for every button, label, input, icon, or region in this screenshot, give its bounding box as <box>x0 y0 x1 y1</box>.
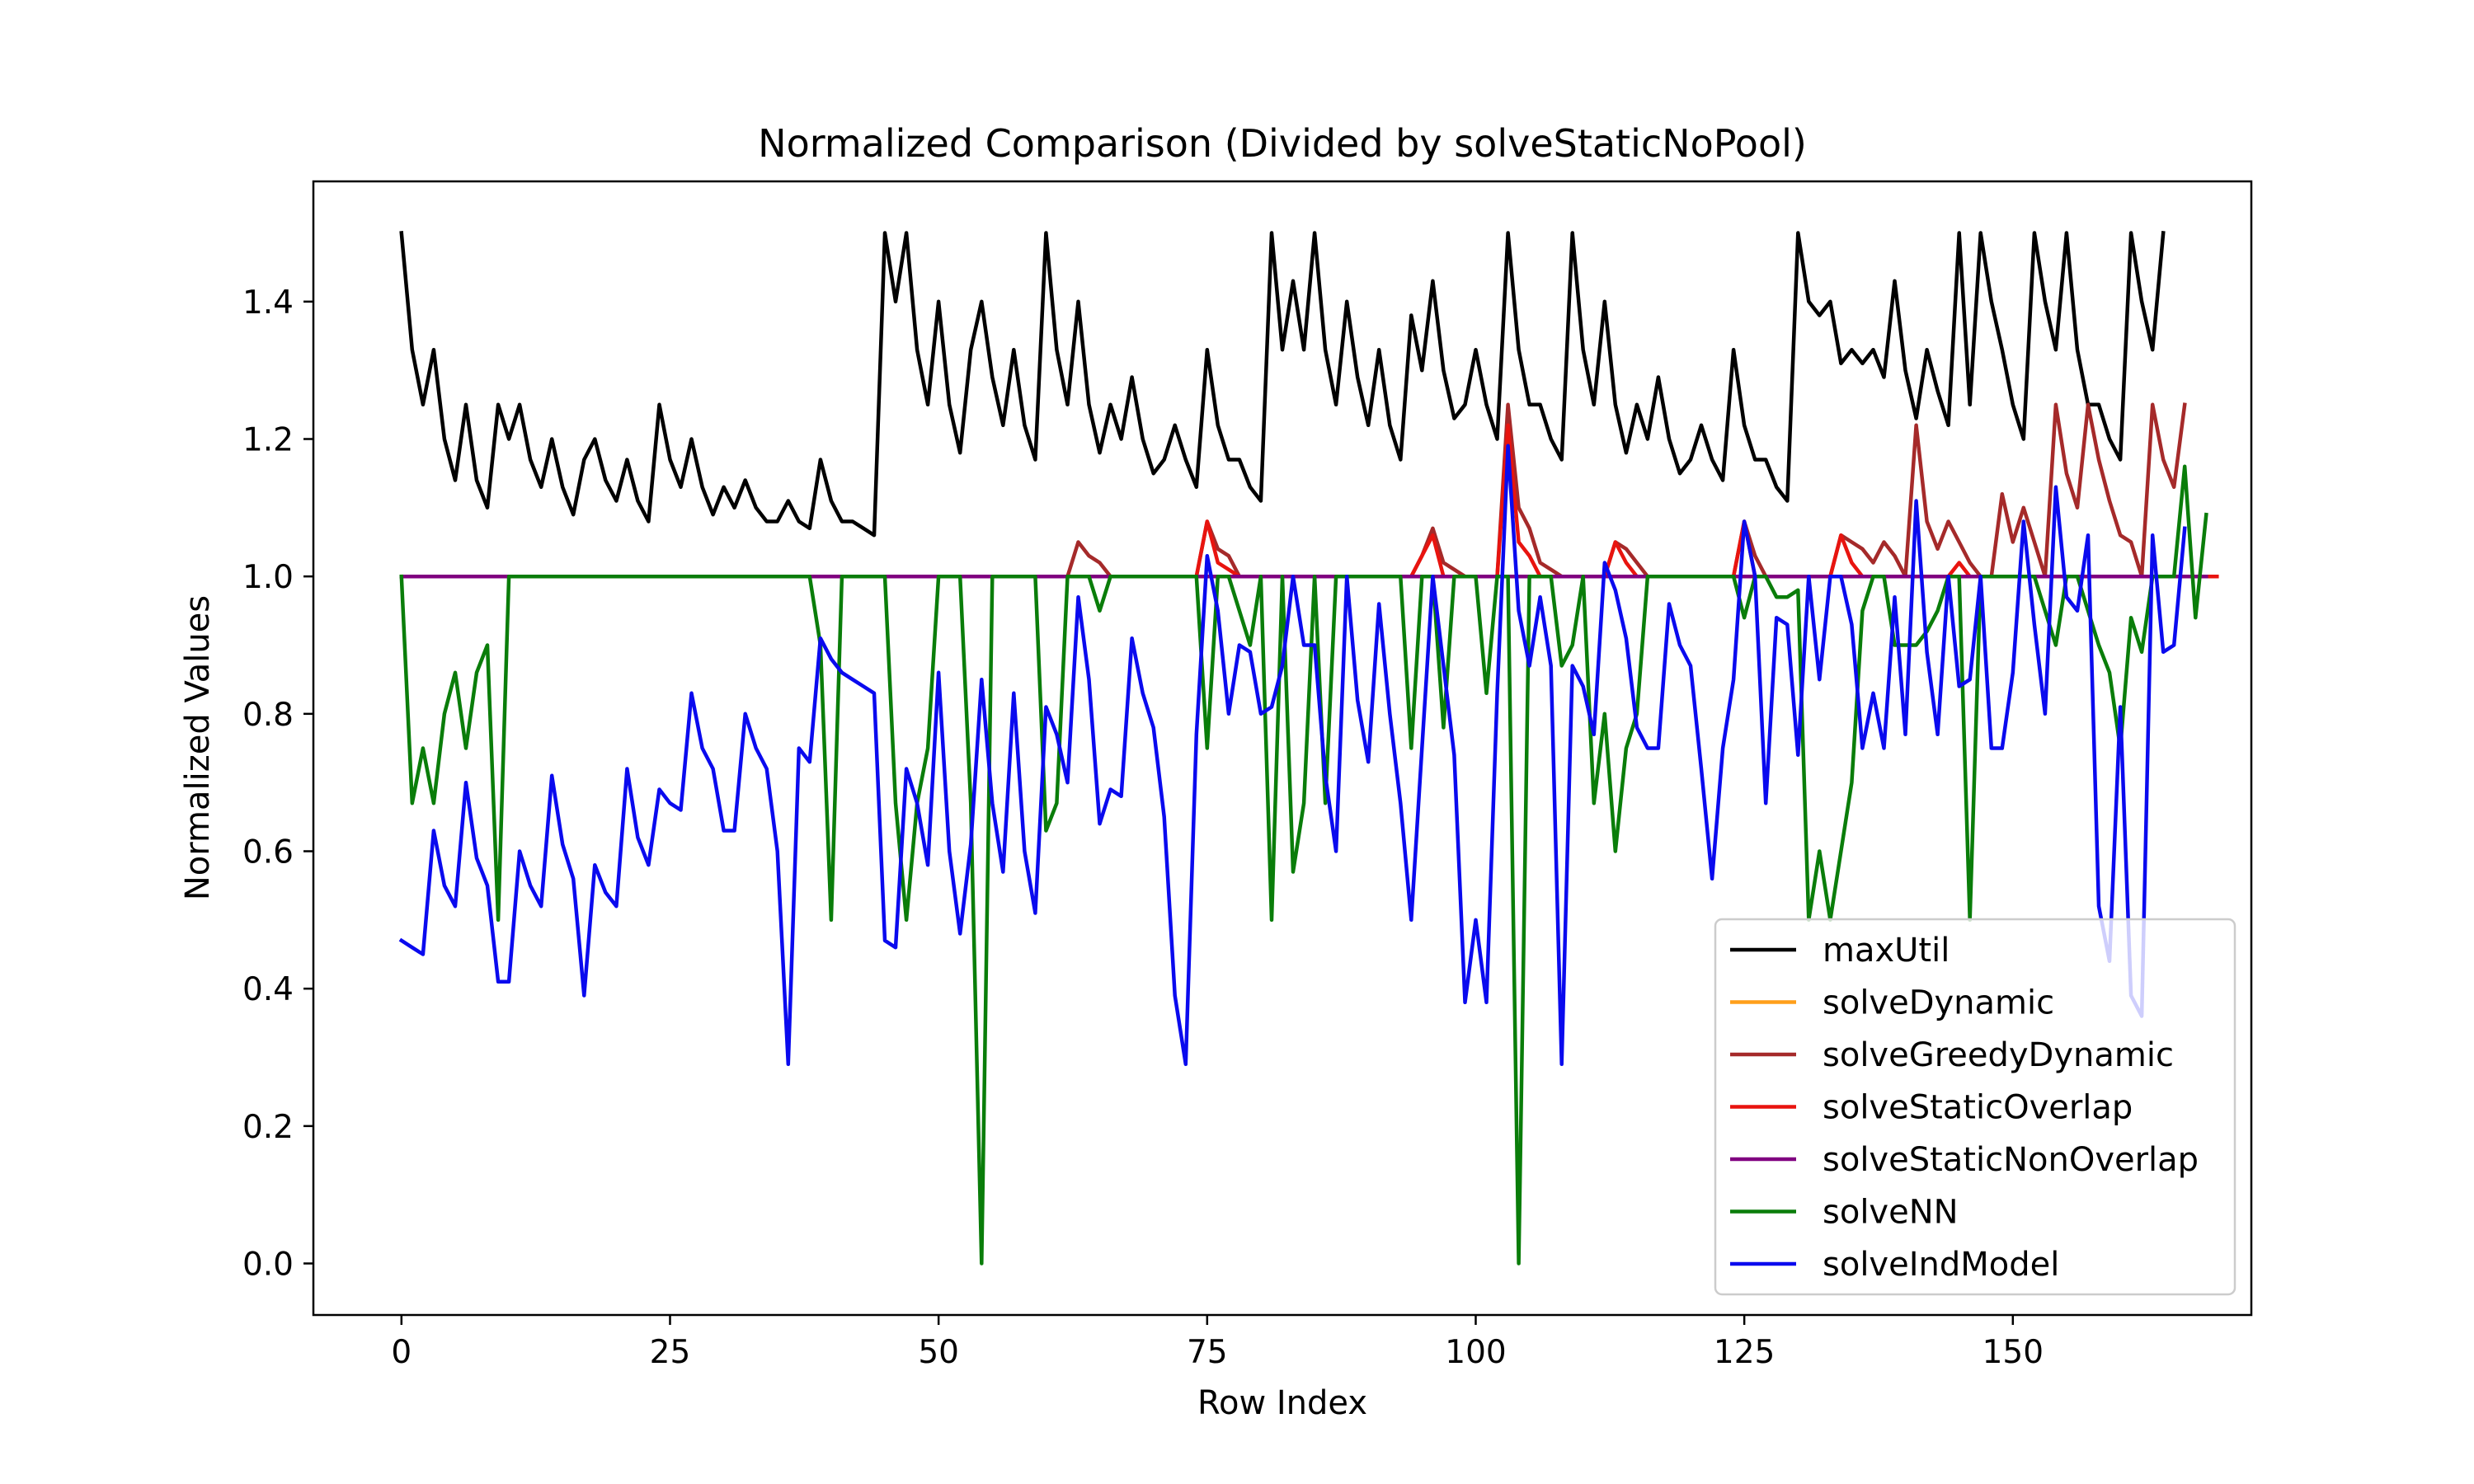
x-tick-label: 0 <box>391 1334 412 1371</box>
plot-frame <box>312 180 2253 1317</box>
legend-label-maxUtil: maxUtil <box>1823 932 1950 970</box>
y-tick-label: 1.4 <box>242 284 294 322</box>
x-tick-label: 100 <box>1445 1334 1506 1371</box>
y-tick-label: 0.8 <box>242 697 294 734</box>
x-axis: 0 25 50 75 100 125 150 <box>391 1315 2044 1371</box>
y-axis-label: Normalized Values <box>179 595 217 900</box>
x-tick-label: 25 <box>650 1334 691 1371</box>
y-tick-label: 0.4 <box>242 971 294 1008</box>
y-tick-label: 1.0 <box>242 559 294 596</box>
x-tick-label: 50 <box>918 1334 959 1371</box>
x-axis-label: Row Index <box>1197 1384 1367 1422</box>
x-tick-label: 150 <box>1982 1334 2044 1371</box>
series-layer <box>398 231 2219 1266</box>
legend-label-solveGreedyDynamic: solveGreedyDynamic <box>1823 1036 2174 1074</box>
chart-title: Normalized Comparison (Divided by solveS… <box>758 121 1807 166</box>
series-line-maxUtil <box>399 231 2166 538</box>
legend-label-solveNN: solveNN <box>1823 1194 1959 1232</box>
y-tick-label: 0.6 <box>242 834 294 871</box>
legend-box <box>1714 918 2236 1296</box>
legend: maxUtil solveDynamic solveGreedyDynamic sol… <box>1714 918 2236 1296</box>
legend-label-solveStaticOverlap: solveStaticOverlap <box>1823 1089 2133 1127</box>
series-line-solveNN <box>399 464 2208 1266</box>
y-tick-label: 0.2 <box>242 1109 294 1146</box>
legend-label-solveIndModel: solveIndModel <box>1823 1246 2059 1284</box>
legend-label-solveDynamic: solveDynamic <box>1823 984 2054 1022</box>
y-axis: 0.0 0.2 0.4 0.6 0.8 1.0 1.2 1.4 <box>242 284 313 1284</box>
y-tick-label: 0.0 <box>242 1247 294 1284</box>
x-tick-label: 125 <box>1714 1334 1775 1371</box>
y-tick-label: 1.2 <box>242 422 294 459</box>
series-line-solveIndModel <box>398 444 2187 1067</box>
legend-label-solveStaticNonOverlap: solveStaticNonOverlap <box>1823 1141 2199 1179</box>
x-tick-label: 75 <box>1187 1334 1228 1371</box>
